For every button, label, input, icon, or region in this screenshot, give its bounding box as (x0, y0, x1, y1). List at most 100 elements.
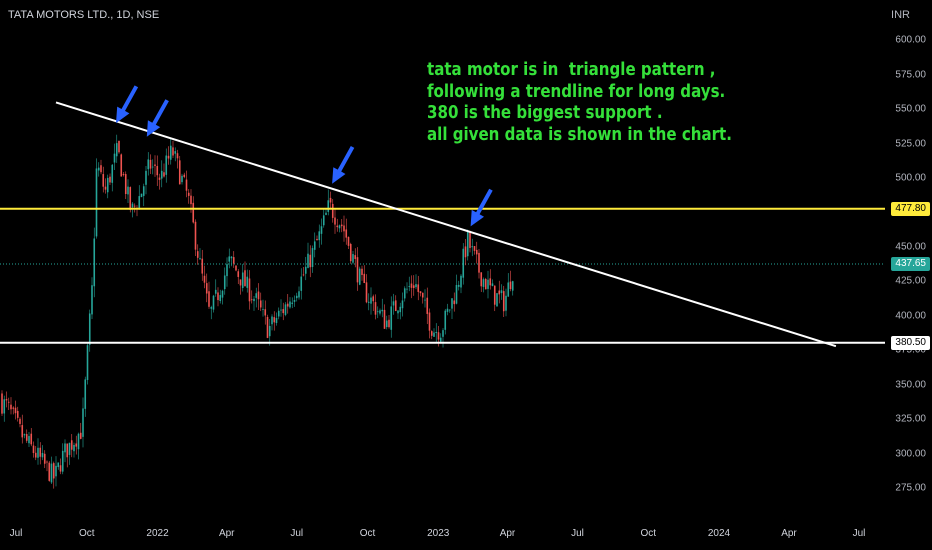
candle (340, 219, 343, 233)
candle (77, 432, 80, 460)
candle (124, 171, 127, 200)
candle (502, 285, 505, 318)
candle (86, 342, 89, 385)
candle (235, 264, 237, 272)
candle (100, 159, 102, 175)
candle (505, 288, 507, 317)
candle (460, 274, 462, 294)
candle (271, 314, 273, 331)
candle (442, 328, 444, 348)
candle (439, 333, 442, 343)
candle (322, 209, 325, 228)
candle (199, 248, 201, 260)
annotation-line-3: 380 is the biggest support . (427, 103, 663, 123)
candle (21, 414, 24, 444)
candle (185, 170, 188, 198)
currency-label: INR (891, 9, 910, 21)
candle (241, 264, 244, 292)
candle (30, 428, 33, 447)
candle (268, 319, 271, 346)
candle (61, 443, 64, 475)
time-tick-label: Oct (640, 528, 657, 539)
time-tick-label: 2024 (707, 528, 731, 539)
candle (307, 242, 309, 269)
candle (12, 406, 15, 415)
candle (291, 297, 294, 309)
price-tick-label: 525.00 (895, 138, 926, 150)
candle (16, 406, 19, 422)
candle (84, 376, 87, 417)
candle (248, 270, 251, 310)
candle (5, 391, 8, 408)
candle (255, 287, 258, 308)
candle (214, 279, 217, 297)
candle (176, 149, 179, 169)
candle (399, 302, 402, 320)
annotation-note[interactable]: tata motor is in triangle pattern , follo… (427, 60, 732, 146)
support-price-tag: 380.50 (891, 335, 930, 350)
symbol-title[interactable]: TATA MOTORS LTD., 1D, NSE (8, 9, 160, 21)
price-tick-label: 550.00 (895, 103, 926, 115)
candle (147, 152, 150, 176)
candle (127, 179, 129, 203)
candle (309, 245, 312, 278)
candle (212, 294, 215, 313)
candle (79, 422, 82, 440)
candle (300, 268, 303, 300)
candle (66, 443, 69, 468)
descending-trendline[interactable] (55, 101, 837, 348)
candle (172, 140, 174, 159)
candle (219, 289, 222, 304)
candle (282, 302, 285, 321)
candle (336, 218, 339, 232)
candle (73, 442, 75, 458)
candle (428, 308, 431, 339)
candle (37, 438, 39, 465)
candle (496, 293, 498, 307)
candle (237, 269, 240, 285)
candle (372, 294, 375, 312)
candle (286, 294, 289, 314)
candle (156, 155, 159, 186)
candle (262, 299, 264, 317)
candle (329, 191, 332, 210)
candle (257, 283, 260, 310)
candle (475, 241, 478, 264)
candle (91, 277, 93, 320)
price-tick-label: 325.00 (895, 413, 926, 425)
candle (354, 248, 357, 268)
time-tick-label: 2023 (427, 528, 450, 539)
candle (464, 239, 467, 266)
time-tick-label: Jul (9, 528, 23, 539)
candle (484, 277, 487, 290)
candle (379, 308, 381, 316)
candle (397, 309, 399, 320)
candle (327, 189, 330, 216)
time-tick-label: Apr (781, 528, 797, 539)
candle (480, 272, 483, 292)
candle (111, 163, 114, 192)
candle (226, 257, 228, 287)
candle (313, 232, 316, 258)
candle (88, 309, 91, 352)
time-tick-label: Oct (78, 528, 95, 539)
candle (43, 450, 46, 469)
candle (244, 261, 246, 287)
candle (203, 265, 206, 289)
candle (406, 282, 408, 294)
price-tick-label: 500.00 (895, 172, 926, 184)
candle (210, 305, 213, 320)
candle (316, 235, 318, 241)
annotation-line-2: following a trendline for long days. (427, 81, 726, 102)
candle (230, 255, 233, 267)
candle (356, 247, 359, 291)
candle (509, 270, 512, 292)
candle (295, 292, 298, 302)
candle (275, 312, 278, 326)
candle (412, 275, 415, 296)
candle (140, 193, 143, 198)
candle (7, 397, 10, 411)
candle (217, 287, 219, 307)
candle (381, 298, 384, 318)
